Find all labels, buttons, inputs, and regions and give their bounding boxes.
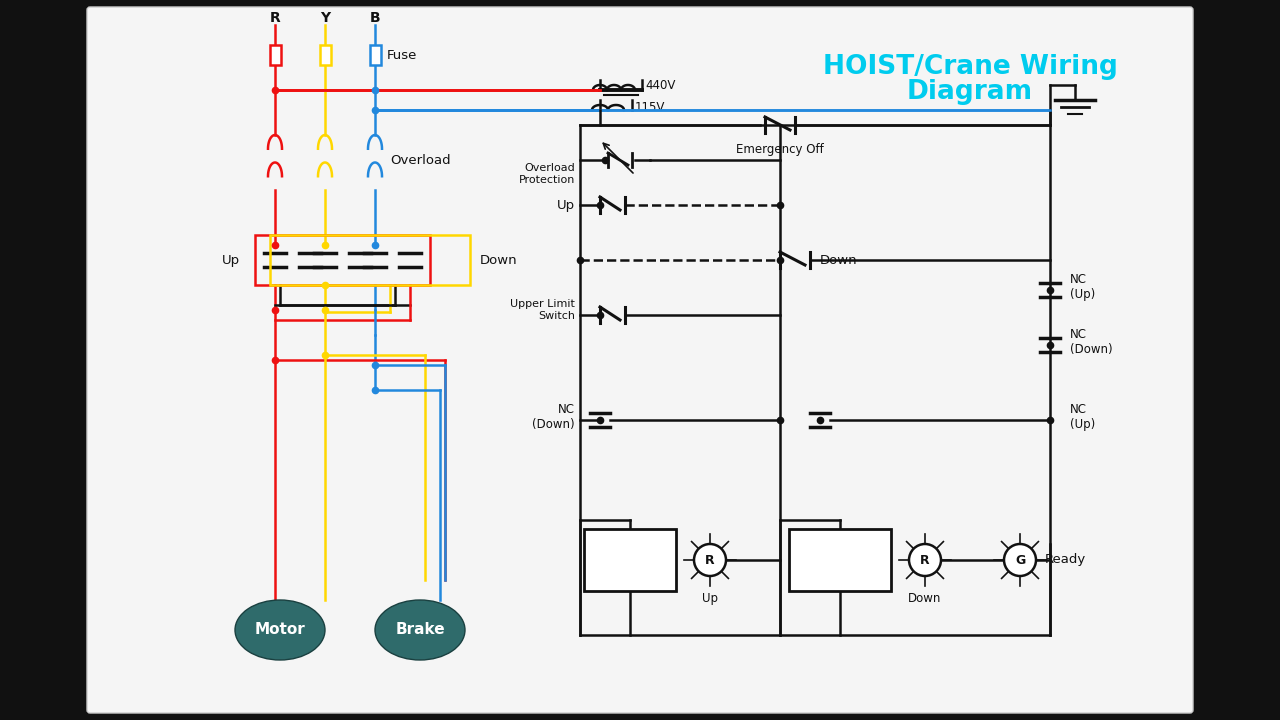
Circle shape [1004,544,1036,576]
FancyBboxPatch shape [584,529,676,591]
Text: R: R [270,11,280,25]
Circle shape [694,544,726,576]
Text: 115V: 115V [635,101,666,114]
Text: Upper Limit
Switch: Upper Limit Switch [511,300,575,321]
Circle shape [909,544,941,576]
FancyBboxPatch shape [270,45,280,65]
FancyBboxPatch shape [370,45,380,65]
Text: Down: Down [820,253,858,266]
Text: G: G [1015,554,1025,567]
Text: Emergency Off: Emergency Off [736,143,824,156]
Text: R: R [705,554,714,567]
Text: Fuse: Fuse [387,48,417,61]
Text: Up: Up [221,253,241,266]
Text: NC
(Up): NC (Up) [1070,403,1096,431]
Text: Up: Up [701,592,718,605]
Ellipse shape [236,600,325,660]
Text: NC
(Up): NC (Up) [1070,273,1096,301]
Ellipse shape [375,600,465,660]
Text: Brake: Brake [396,623,445,637]
Text: Motor: Motor [255,623,306,637]
Text: Down: Down [909,592,942,605]
Text: Down: Down [820,553,860,567]
Text: R: R [920,554,929,567]
FancyBboxPatch shape [788,529,891,591]
Text: NC
(Down): NC (Down) [532,403,575,431]
Text: Up: Up [621,553,640,567]
Text: Ready: Ready [1044,554,1087,567]
Text: Y: Y [320,11,330,25]
Text: Overload: Overload [390,153,451,166]
Text: B: B [370,11,380,25]
Text: HOIST/Crane Wiring: HOIST/Crane Wiring [823,54,1117,80]
Text: Up: Up [557,199,575,212]
Text: Down: Down [480,253,517,266]
Text: 440V: 440V [645,78,676,91]
Text: Diagram: Diagram [908,79,1033,105]
FancyBboxPatch shape [320,45,330,65]
Text: NC
(Down): NC (Down) [1070,328,1112,356]
FancyBboxPatch shape [87,7,1193,713]
Text: Overload
Protection: Overload Protection [518,163,575,184]
